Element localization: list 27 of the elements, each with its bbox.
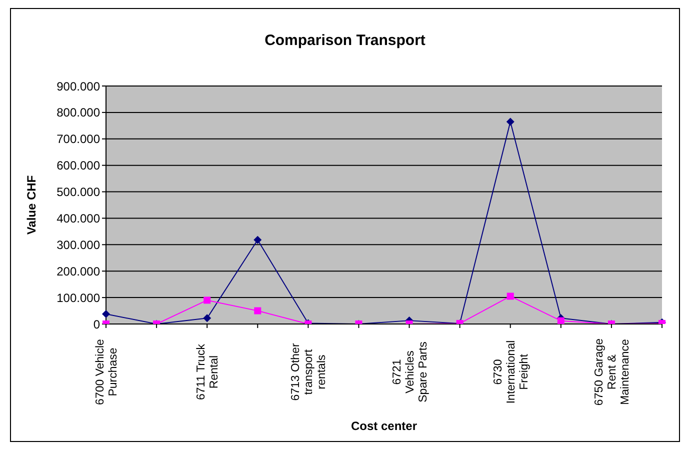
point [102, 310, 110, 318]
x-tick-label: 6721 Vehicles Spare Parts [391, 341, 430, 402]
y-tick-label: 300.000 [56, 238, 100, 252]
y-tick-label: 400.000 [56, 211, 100, 226]
x-tick-label: 6700 Vehicle Purchase [94, 339, 120, 405]
y-tick-label: 600.000 [56, 158, 100, 173]
y-tick-label: 900.000 [56, 79, 100, 94]
x-tick-label: 6711 Truck Rental [196, 344, 221, 400]
y-tick-label: 700.000 [56, 132, 100, 146]
y-axis-title: Value CHF [24, 175, 38, 235]
point [557, 317, 564, 324]
point [203, 314, 212, 322]
point [506, 118, 514, 126]
y-tick-label: 0 [93, 317, 100, 332]
x-tick-label: 6713 Other transport rentals [290, 343, 328, 401]
x-axis-title: Cost center [350, 419, 418, 433]
y-tick-label: 500.000 [56, 185, 100, 200]
y-tick-label: 100.000 [56, 290, 100, 305]
point [254, 236, 262, 244]
point [506, 292, 514, 300]
x-tick-label: 6750 Garage Rent & Maintenance [593, 338, 632, 406]
y-tick-label: 200.000 [56, 264, 100, 278]
y-tick-label: 800.000 [56, 106, 100, 120]
point [254, 307, 262, 314]
x-tick-label: 6730 International Freight [492, 340, 530, 404]
point [204, 296, 211, 304]
chart-title: Comparison Transport [264, 32, 426, 49]
